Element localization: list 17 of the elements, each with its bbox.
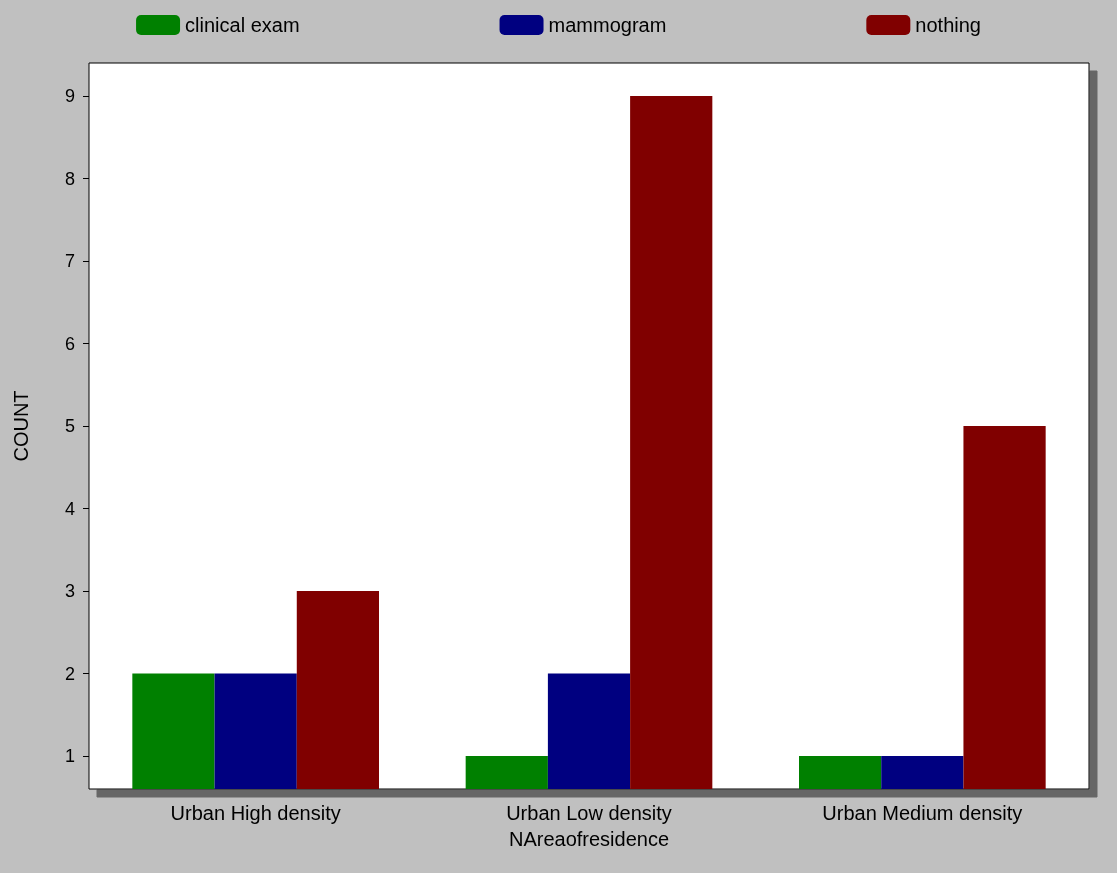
- y-tick-label: 1: [64, 746, 75, 766]
- y-tick-label: 5: [64, 416, 75, 436]
- legend-label: clinical exam: [185, 14, 300, 36]
- legend-label: nothing: [915, 14, 981, 36]
- x-axis-title: NAreaofresidence: [508, 828, 670, 850]
- x-tick-label: Urban Low density: [506, 802, 672, 824]
- x-tick-label: Urban Medium density: [822, 802, 1023, 824]
- y-tick-label: 2: [64, 663, 75, 684]
- y-tick-label: 3: [64, 581, 75, 601]
- legend-label: mammogram: [548, 14, 667, 36]
- y-tick-label: 6: [64, 333, 75, 354]
- y-tick-label: 8: [64, 168, 75, 189]
- y-tick-label: 4: [64, 498, 75, 519]
- y-tick-label: 9: [64, 86, 75, 106]
- x-tick-label: Urban High density: [170, 802, 341, 824]
- y-axis-title: COUNT: [10, 390, 32, 462]
- y-tick-label: 7: [64, 251, 75, 271]
